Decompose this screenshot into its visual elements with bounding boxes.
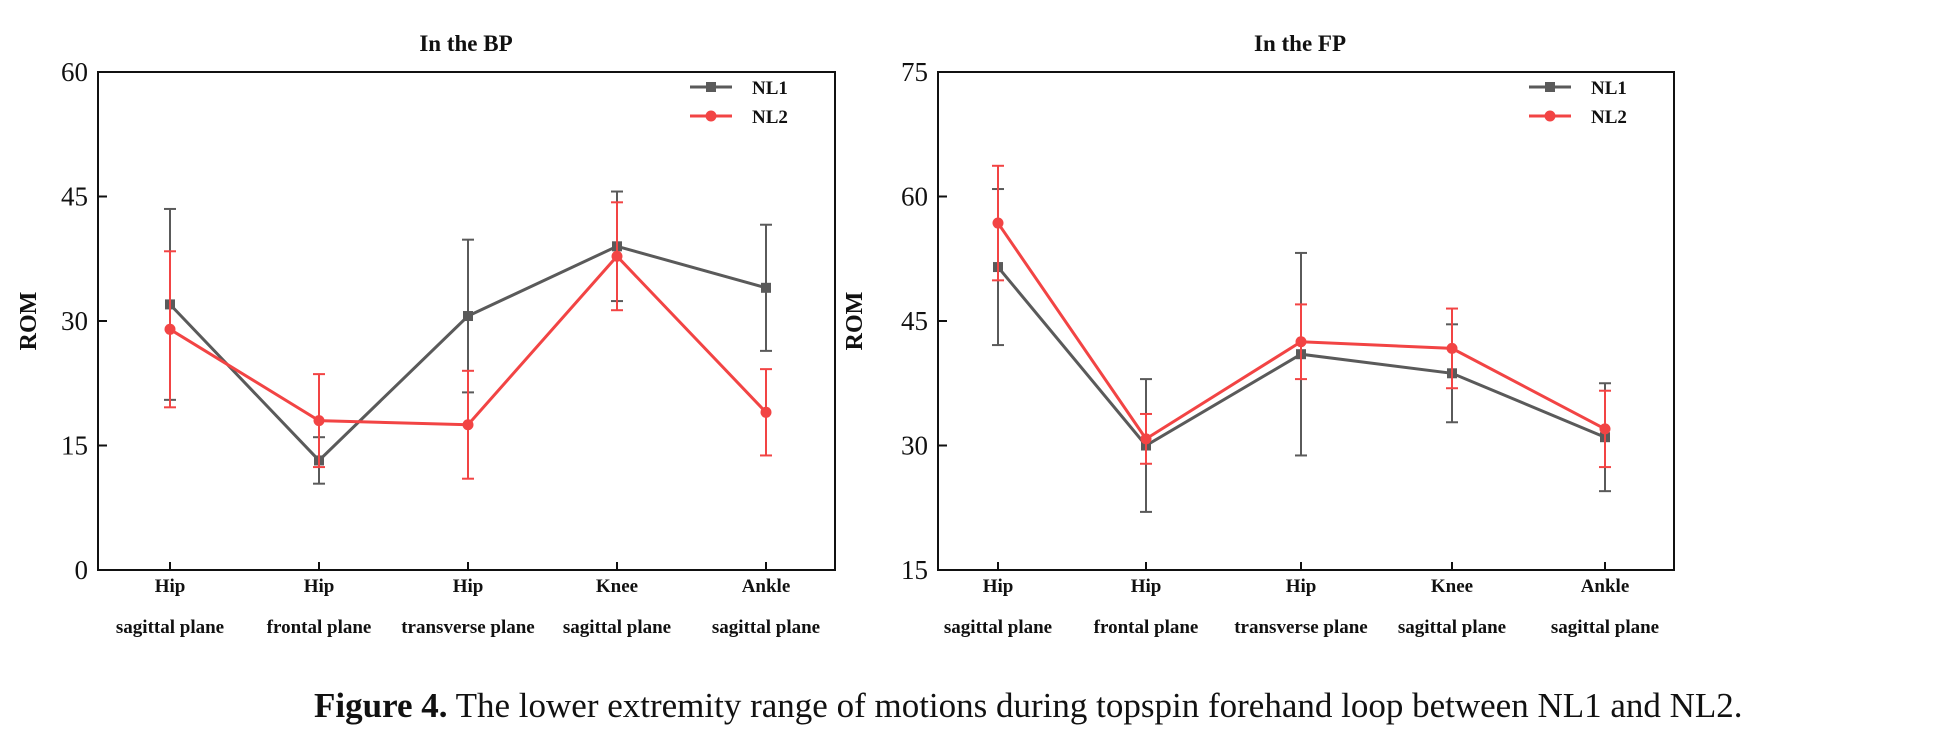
legend-label: NL2 [752, 107, 788, 128]
x-tick-label: Ankle [1581, 576, 1630, 597]
x-tick-sublabel: sagittal plane [116, 617, 224, 638]
legend-marker [705, 110, 717, 122]
chart-panel-1: In the BP ROM 0 15 30 45 60 Hip sagittal plane Hi… [16, 31, 836, 638]
x-tick-sublabel: sagittal plane [1398, 617, 1506, 638]
series-NL2 [992, 164, 1611, 469]
caption-label: Figure 4. [314, 686, 448, 725]
data-point [1599, 423, 1611, 435]
x-tick-sublabel: sagittal plane [563, 617, 671, 638]
plot-frame [937, 71, 1675, 571]
x-tick-label: Hip [453, 576, 484, 597]
data-point [760, 406, 772, 418]
data-point [992, 217, 1004, 229]
chart-panel-2: In the FP ROM 15 30 45 60 75 Hip sagittal plane H… [842, 31, 1675, 638]
y-tick-label: 15 [901, 555, 928, 585]
y-tick-label: 30 [901, 431, 928, 461]
data-point [761, 282, 771, 293]
legend-item-NL2: NL2 [1529, 107, 1627, 128]
x-tick-label: Hip [155, 576, 186, 597]
x-tick-label: Ankle [742, 576, 791, 597]
x-tick-sublabel: transverse plane [1234, 617, 1368, 638]
data-point [164, 323, 176, 335]
series-NL2 [164, 201, 772, 480]
legend-marker [1544, 110, 1556, 122]
y-axis-label: ROM [842, 292, 868, 351]
chart-title: In the FP [1254, 31, 1346, 56]
chart-title: In the BP [419, 31, 512, 56]
caption-text: The lower extremity range of motions dur… [447, 686, 1743, 725]
legend-label: NL2 [1591, 107, 1627, 128]
data-point [313, 415, 325, 427]
y-tick-label: 45 [61, 182, 88, 212]
x-tick-label: Hip [304, 576, 335, 597]
y-tick-label: 0 [75, 555, 89, 585]
legend-item-NL2: NL2 [690, 107, 788, 128]
x-tick-sublabel: sagittal plane [1551, 617, 1659, 638]
y-axis-label: ROM [16, 292, 42, 351]
data-point [1295, 336, 1307, 348]
legend-marker [706, 82, 716, 92]
y-tick-label: 60 [901, 182, 928, 212]
x-tick-sublabel: frontal plane [267, 617, 372, 638]
figure-caption: Figure 4. The lower extremity range of m… [314, 686, 1924, 726]
y-tick-label: 45 [901, 306, 928, 336]
y-tick-label: 75 [901, 57, 928, 87]
legend-item-NL1: NL1 [1529, 78, 1627, 99]
x-tick-label: Hip [1131, 576, 1162, 597]
x-tick-sublabel: frontal plane [1094, 617, 1199, 638]
y-tick-label: 15 [61, 431, 88, 461]
x-tick-label: Knee [596, 576, 638, 597]
data-point [1446, 342, 1458, 354]
data-point [462, 419, 474, 431]
x-tick-sublabel: sagittal plane [944, 617, 1052, 638]
legend-label: NL1 [752, 78, 788, 99]
legend-marker [1545, 82, 1555, 92]
x-tick-label: Knee [1431, 576, 1473, 597]
y-tick-label: 60 [61, 57, 88, 87]
data-point [463, 311, 473, 322]
x-tick-sublabel: transverse plane [401, 617, 535, 638]
x-tick-sublabel: sagittal plane [712, 617, 820, 638]
x-tick-label: Hip [983, 576, 1014, 597]
y-tick-label: 30 [61, 306, 88, 336]
legend-label: NL1 [1591, 78, 1627, 99]
data-point [611, 250, 623, 262]
x-tick-label: Hip [1286, 576, 1317, 597]
data-point [1140, 433, 1152, 445]
legend-item-NL1: NL1 [690, 78, 788, 99]
